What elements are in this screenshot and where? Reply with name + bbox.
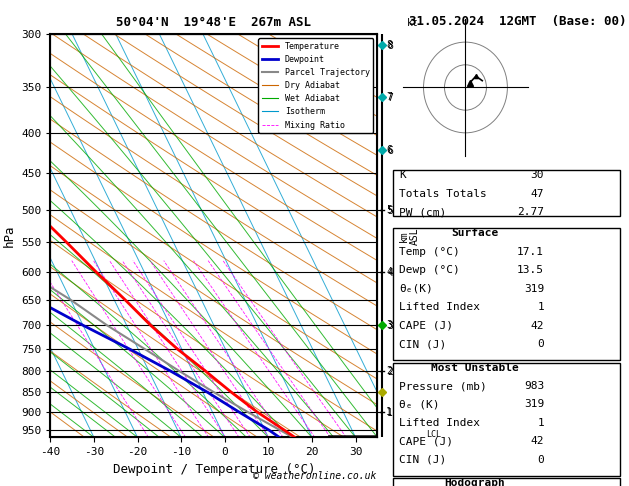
Title: 50°04'N  19°48'E  267m ASL: 50°04'N 19°48'E 267m ASL [116,16,311,29]
Y-axis label: km
ASL: km ASL [399,227,420,244]
Text: Lifted Index: Lifted Index [399,418,481,428]
Text: 16: 16 [310,441,320,448]
Text: 1: 1 [537,302,544,312]
Text: 4: 4 [386,267,392,278]
Legend: Temperature, Dewpoint, Parcel Trajectory, Dry Adiabat, Wet Adiabat, Isotherm, Mi: Temperature, Dewpoint, Parcel Trajectory… [259,38,373,133]
Text: kt: kt [407,18,418,28]
Text: 8: 8 [266,441,271,448]
Text: 8: 8 [386,40,392,50]
Text: CIN (J): CIN (J) [399,455,447,465]
Text: θₑ(K): θₑ(K) [399,284,433,294]
Text: Pressure (mb): Pressure (mb) [399,381,487,391]
Text: Surface: Surface [451,228,499,239]
Text: © weatheronline.co.uk: © weatheronline.co.uk [253,471,376,481]
Text: 42: 42 [531,321,544,331]
Text: Most Unstable: Most Unstable [431,363,519,373]
Text: 1: 1 [386,407,392,417]
Text: 4: 4 [223,441,228,448]
Text: 6: 6 [386,145,392,155]
Text: Lifted Index: Lifted Index [399,302,481,312]
Text: 42: 42 [531,436,544,447]
Text: Hodograph: Hodograph [445,478,505,486]
Text: 10: 10 [279,441,287,448]
Text: 31.05.2024  12GMT  (Base: 00): 31.05.2024 12GMT (Base: 00) [409,15,626,28]
Y-axis label: Mixing Ratio (g/kg): Mixing Ratio (g/kg) [0,180,5,292]
Text: Totals Totals: Totals Totals [399,189,487,199]
Text: 5: 5 [237,441,242,448]
Y-axis label: hPa: hPa [3,225,16,247]
Text: K: K [399,170,406,180]
Text: 5: 5 [386,205,392,215]
Text: 3: 3 [206,441,211,448]
Text: 7: 7 [386,92,392,102]
Text: 13.5: 13.5 [517,265,544,276]
Text: Temp (°C): Temp (°C) [399,247,460,257]
Text: CIN (J): CIN (J) [399,339,447,349]
Text: 17.1: 17.1 [517,247,544,257]
Text: 1: 1 [146,441,151,448]
Text: 2.77: 2.77 [517,207,544,217]
Text: 983: 983 [524,381,544,391]
Text: PW (cm): PW (cm) [399,207,447,217]
Text: θₑ (K): θₑ (K) [399,399,440,410]
Text: 47: 47 [531,189,544,199]
X-axis label: Dewpoint / Temperature (°C): Dewpoint / Temperature (°C) [113,463,315,476]
Text: 319: 319 [524,399,544,410]
Text: 30: 30 [531,170,544,180]
Text: 319: 319 [524,284,544,294]
Text: 2: 2 [386,366,392,376]
Text: 0: 0 [537,455,544,465]
Text: CAPE (J): CAPE (J) [399,321,454,331]
Text: 1: 1 [537,418,544,428]
Text: 2: 2 [184,441,188,448]
Text: Dewp (°C): Dewp (°C) [399,265,460,276]
Text: 20: 20 [326,441,335,448]
Text: CAPE (J): CAPE (J) [399,436,454,447]
Text: LCL: LCL [426,430,442,439]
Text: 3: 3 [386,320,392,330]
Text: 0: 0 [537,339,544,349]
Text: 25: 25 [342,441,350,448]
Text: 6: 6 [248,441,253,448]
